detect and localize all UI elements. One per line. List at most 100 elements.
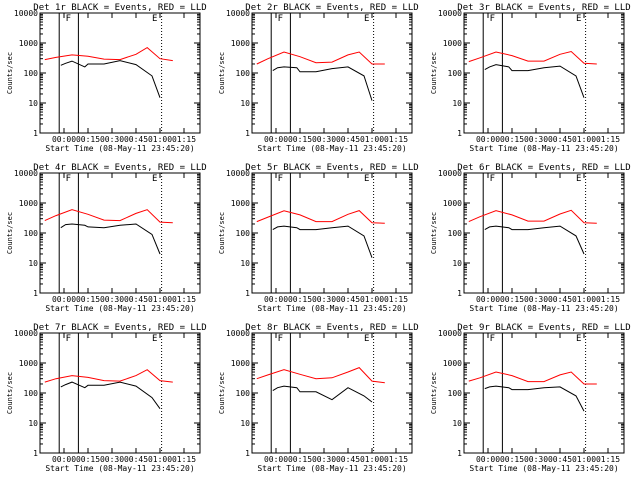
y-tick-label: 10 (240, 259, 250, 268)
y-axis-label: Counts/sec (218, 372, 226, 414)
x-tick-label: 01:15 (172, 295, 196, 304)
y-tick-label: 10000 (14, 9, 38, 18)
series-lld-line (44, 209, 173, 224)
y-tick-label: 10000 (438, 169, 462, 178)
series-events-line (60, 223, 161, 255)
x-tick-label: 00:30 (100, 295, 124, 304)
y-axis-label: Counts/sec (6, 212, 14, 254)
series-events-line (272, 66, 373, 101)
panel-title: Det 4r BLACK = Events, RED = LLD (33, 163, 206, 173)
y-tick-label: 10000 (438, 9, 462, 18)
x-tick-label: 00:30 (100, 455, 124, 464)
x-tick-label: 00:45 (124, 135, 148, 144)
event-marker: F (278, 334, 283, 344)
x-tick-label: 00:30 (312, 455, 336, 464)
plot-frame (251, 12, 413, 134)
plot-frame (463, 172, 625, 294)
y-axis-label: Counts/sec (430, 212, 438, 254)
plot-frame (39, 172, 201, 294)
series-lld-line (468, 371, 597, 385)
y-tick-label: 1 (457, 449, 462, 458)
event-marker: F (278, 14, 283, 24)
x-axis-label: Start Time (08-May-11 23:45:20) (257, 144, 406, 153)
event-marker: E (152, 334, 157, 344)
x-tick-label: 01:00 (572, 295, 596, 304)
y-tick-label: 10 (452, 419, 462, 428)
event-marker: E (576, 174, 581, 184)
y-tick-label: 10000 (438, 329, 462, 338)
x-tick-label: 00:00 (264, 295, 288, 304)
panel-title: Det 1r BLACK = Events, RED = LLD (33, 3, 206, 13)
x-tick-label: 00:30 (312, 295, 336, 304)
y-axis-label: Counts/sec (430, 52, 438, 94)
y-axis-label: Counts/sec (218, 212, 226, 254)
y-tick-label: 10 (240, 99, 250, 108)
x-tick-label: 00:15 (76, 455, 100, 464)
x-tick-label: 00:30 (312, 135, 336, 144)
y-tick-label: 1000 (231, 199, 250, 208)
series-lld-line (44, 369, 173, 383)
panel-2: Det 2r BLACK = Events, RED = LLD Start Ti… (218, 3, 419, 153)
y-tick-label: 1000 (19, 39, 38, 48)
series-events-line (484, 64, 585, 98)
x-tick-label: 01:15 (384, 135, 408, 144)
event-marker: F (66, 334, 71, 344)
y-tick-label: 10 (240, 419, 250, 428)
plot-frame (39, 12, 201, 134)
x-tick-label: 01:15 (596, 295, 620, 304)
panel-title: Det 7r BLACK = Events, RED = LLD (33, 323, 206, 333)
x-tick-label: 00:00 (52, 295, 76, 304)
plot-frame (39, 332, 201, 454)
y-tick-label: 1000 (19, 359, 38, 368)
x-tick-label: 01:00 (148, 295, 172, 304)
panel-title: Det 2r BLACK = Events, RED = LLD (245, 3, 418, 13)
x-tick-label: 01:15 (384, 455, 408, 464)
x-tick-label: 00:45 (548, 295, 572, 304)
series-events-line (272, 385, 373, 403)
x-tick-label: 00:45 (124, 295, 148, 304)
series-lld-line (468, 209, 597, 224)
event-marker: E (152, 14, 157, 24)
y-tick-label: 1000 (231, 39, 250, 48)
y-tick-label: 1 (245, 289, 250, 298)
y-tick-label: 1 (33, 129, 38, 138)
event-marker: F (490, 334, 495, 344)
y-tick-label: 10000 (226, 329, 250, 338)
series-lld-line (44, 46, 173, 62)
y-axis-label: Counts/sec (218, 52, 226, 94)
y-tick-label: 1000 (443, 359, 462, 368)
plot-frame (251, 332, 413, 454)
x-tick-label: 01:15 (384, 295, 408, 304)
event-marker: F (278, 174, 283, 184)
y-tick-label: 100 (448, 389, 463, 398)
x-tick-label: 01:00 (360, 295, 384, 304)
x-tick-label: 00:15 (500, 455, 524, 464)
x-tick-label: 00:30 (100, 135, 124, 144)
y-tick-label: 1000 (231, 359, 250, 368)
event-marker: E (364, 14, 369, 24)
series-events-line (484, 385, 585, 412)
y-tick-label: 100 (236, 69, 251, 78)
x-tick-label: 00:15 (288, 135, 312, 144)
event-marker: F (490, 14, 495, 24)
x-tick-label: 01:15 (596, 135, 620, 144)
plot-frame (463, 12, 625, 134)
y-tick-label: 100 (24, 229, 39, 238)
panel-5: Det 5r BLACK = Events, RED = LLD Start Ti… (218, 163, 419, 313)
y-tick-label: 1 (33, 289, 38, 298)
y-tick-label: 10 (28, 259, 38, 268)
x-tick-label: 00:00 (476, 455, 500, 464)
event-marker: E (576, 14, 581, 24)
x-tick-label: 00:00 (476, 295, 500, 304)
x-axis-label: Start Time (08-May-11 23:45:20) (469, 144, 618, 153)
y-tick-label: 10 (28, 419, 38, 428)
event-marker: F (66, 174, 71, 184)
x-axis-label: Start Time (08-May-11 23:45:20) (257, 464, 406, 473)
x-axis-label: Start Time (08-May-11 23:45:20) (469, 464, 618, 473)
series-lld-line (256, 51, 385, 65)
series-lld-line (256, 367, 385, 384)
x-tick-label: 00:45 (336, 455, 360, 464)
panel-1: Det 1r BLACK = Events, RED = LLD Start Ti… (6, 3, 207, 153)
y-tick-label: 100 (236, 229, 251, 238)
y-tick-label: 100 (448, 69, 463, 78)
